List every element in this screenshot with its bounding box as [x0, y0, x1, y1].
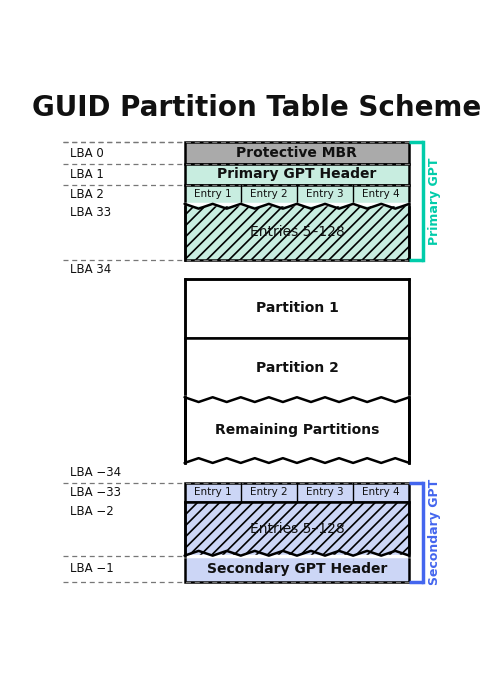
- Bar: [184, 556, 410, 581]
- Text: Entry 1: Entry 1: [194, 189, 232, 200]
- Text: Entry 4: Entry 4: [362, 487, 400, 497]
- Text: LBA 1: LBA 1: [70, 168, 104, 181]
- Text: LBA −33: LBA −33: [70, 486, 121, 499]
- Bar: [184, 142, 410, 164]
- Text: Entry 2: Entry 2: [250, 189, 288, 200]
- Bar: [184, 338, 410, 397]
- Text: Primary GPT: Primary GPT: [428, 158, 441, 245]
- Text: Entry 1: Entry 1: [194, 487, 232, 497]
- Text: Secondary GPT Header: Secondary GPT Header: [207, 561, 387, 576]
- Text: Remaining Partitions: Remaining Partitions: [215, 423, 379, 437]
- Text: Entry 4: Entry 4: [362, 189, 400, 200]
- Text: Secondary GPT: Secondary GPT: [428, 479, 441, 585]
- Bar: [184, 185, 410, 204]
- Text: Partition 1: Partition 1: [256, 301, 338, 315]
- Text: Entries 5–128: Entries 5–128: [250, 522, 344, 536]
- Text: Partition 2: Partition 2: [256, 361, 338, 374]
- Bar: [184, 397, 410, 463]
- Text: Entry 3: Entry 3: [306, 487, 344, 497]
- Text: Entries 5–128: Entries 5–128: [250, 225, 344, 239]
- Bar: [184, 502, 410, 556]
- Text: LBA −34: LBA −34: [70, 466, 122, 480]
- Text: LBA 0: LBA 0: [70, 147, 104, 160]
- Text: LBA 33: LBA 33: [70, 206, 112, 219]
- Text: Entry 2: Entry 2: [250, 487, 288, 497]
- Text: GUID Partition Table Scheme: GUID Partition Table Scheme: [32, 94, 481, 122]
- Text: LBA 34: LBA 34: [70, 263, 112, 276]
- Bar: [184, 204, 410, 260]
- Bar: [184, 279, 410, 338]
- Bar: [184, 482, 410, 502]
- Bar: [184, 164, 410, 185]
- Text: LBA −2: LBA −2: [70, 505, 114, 518]
- Text: Protective MBR: Protective MBR: [236, 146, 358, 160]
- Text: LBA 2: LBA 2: [70, 188, 104, 201]
- Text: Primary GPT Header: Primary GPT Header: [217, 167, 376, 181]
- Text: Entry 3: Entry 3: [306, 189, 344, 200]
- Text: LBA −1: LBA −1: [70, 562, 114, 575]
